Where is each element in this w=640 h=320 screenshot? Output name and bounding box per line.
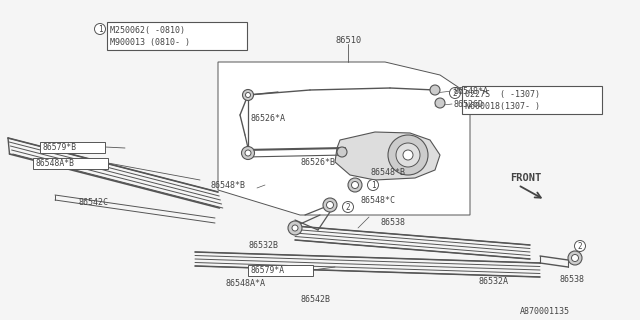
Text: 86548*C: 86548*C <box>360 196 395 204</box>
Circle shape <box>245 150 251 156</box>
Circle shape <box>388 135 428 175</box>
Circle shape <box>246 92 250 98</box>
Circle shape <box>351 181 358 188</box>
Text: 86542B: 86542B <box>300 295 330 305</box>
Text: 86526D: 86526D <box>453 100 483 108</box>
Text: FRONT: FRONT <box>510 173 541 183</box>
Text: 2: 2 <box>452 89 458 98</box>
Circle shape <box>288 221 302 235</box>
Text: 86532B: 86532B <box>248 241 278 250</box>
Circle shape <box>403 150 413 160</box>
Circle shape <box>348 178 362 192</box>
Text: 86548*B: 86548*B <box>370 167 405 177</box>
Text: 86526*B: 86526*B <box>300 157 335 166</box>
Bar <box>107 22 247 50</box>
Circle shape <box>435 98 445 108</box>
Text: M900013 (0810- ): M900013 (0810- ) <box>110 37 190 46</box>
Circle shape <box>95 23 106 35</box>
Bar <box>40 142 105 153</box>
Circle shape <box>575 241 586 252</box>
Text: 86538: 86538 <box>560 276 585 284</box>
Circle shape <box>326 202 333 209</box>
Text: 86579*B: 86579*B <box>42 143 76 152</box>
Circle shape <box>449 87 461 99</box>
Text: 2: 2 <box>578 242 582 251</box>
Text: 86548*A: 86548*A <box>453 86 488 95</box>
Text: A870001135: A870001135 <box>520 308 570 316</box>
Circle shape <box>568 251 582 265</box>
Circle shape <box>243 90 253 100</box>
Bar <box>248 265 313 276</box>
Text: M250062( -0810): M250062( -0810) <box>110 26 185 35</box>
Text: 1: 1 <box>371 180 375 189</box>
Text: 86526*A: 86526*A <box>250 114 285 123</box>
Circle shape <box>430 85 440 95</box>
Circle shape <box>337 147 347 157</box>
Bar <box>462 86 602 114</box>
Text: 86532A: 86532A <box>478 277 508 286</box>
Circle shape <box>342 202 353 212</box>
Text: 86548A*B: 86548A*B <box>35 159 74 168</box>
Text: 1: 1 <box>98 25 102 34</box>
Circle shape <box>241 147 255 159</box>
Text: 86548*B: 86548*B <box>210 180 245 189</box>
Text: 86579*A: 86579*A <box>250 266 284 275</box>
Polygon shape <box>335 132 440 180</box>
Circle shape <box>323 198 337 212</box>
Polygon shape <box>218 62 470 215</box>
Circle shape <box>572 254 579 261</box>
Circle shape <box>396 143 420 167</box>
Text: 86542C: 86542C <box>78 197 108 206</box>
Text: 86538: 86538 <box>380 218 405 227</box>
Text: 86510: 86510 <box>335 36 361 44</box>
Circle shape <box>367 180 378 190</box>
Text: 86548A*A: 86548A*A <box>225 278 265 287</box>
Text: N600018(1307- ): N600018(1307- ) <box>465 101 540 110</box>
Circle shape <box>292 225 298 231</box>
Text: 2: 2 <box>346 203 350 212</box>
Text: 0227S  ( -1307): 0227S ( -1307) <box>465 90 540 99</box>
Bar <box>33 158 108 169</box>
